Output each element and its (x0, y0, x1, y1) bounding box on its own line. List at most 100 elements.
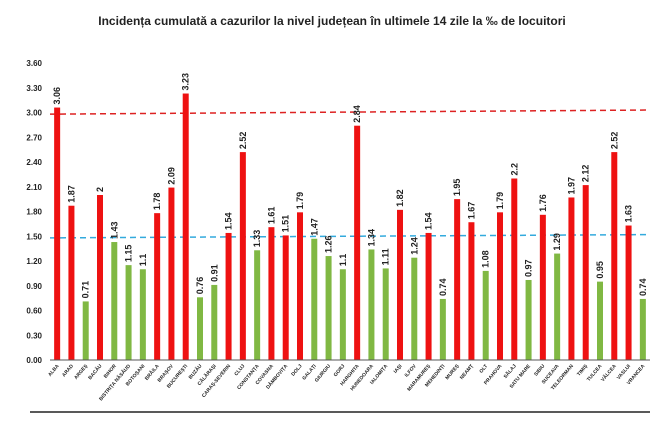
value-label: 1.33 (252, 230, 262, 248)
bar (311, 238, 318, 360)
reference-line (49, 233, 651, 239)
bar (568, 197, 575, 360)
value-label: 2.52 (238, 132, 248, 150)
bar (382, 268, 389, 360)
bar (139, 269, 146, 360)
bar (182, 93, 189, 361)
value-label: 1.78 (152, 193, 162, 211)
value-label: 0.95 (595, 261, 605, 279)
category-label: BACĂU (87, 362, 104, 381)
value-label: 1.34 (366, 229, 376, 247)
y-tick-label: 3.60 (26, 59, 42, 68)
y-tick-label: 0.90 (26, 282, 42, 291)
bar (468, 222, 475, 360)
bar (497, 212, 503, 360)
y-tick-label: 0.60 (26, 307, 42, 316)
y-tick-label: 1.80 (26, 208, 42, 217)
value-label: 0.71 (81, 281, 91, 299)
y-tick-label: 2.40 (26, 158, 42, 167)
category-label: TIMIȘ (576, 363, 590, 378)
value-label: 2.2 (509, 163, 519, 176)
bar (368, 249, 375, 360)
value-label: 1.26 (324, 236, 334, 254)
bar (154, 213, 161, 360)
bar (111, 242, 118, 360)
y-axis: 0.00 0.30 0.60 0.90 1.20 1.50 1.80 2.10 2.40 2.70… (26, 59, 42, 365)
bar (254, 250, 261, 360)
value-label: 2 (95, 187, 105, 192)
value-label: 3.06 (52, 87, 62, 105)
bar (425, 232, 432, 360)
value-label: 1.43 (109, 221, 119, 239)
bar (597, 281, 603, 360)
category-label: NEAMȚ (459, 363, 475, 380)
bar (411, 257, 418, 360)
bar (611, 152, 618, 360)
y-tick-label: 3.30 (26, 84, 42, 93)
value-labels: 3.06 1.87 0.71 2 1.43 1.15 1.1 1.78 2.09 3.23 0.76… (52, 73, 648, 298)
bar (282, 235, 289, 360)
y-tick-label: 1.50 (26, 232, 42, 241)
y-tick-label: 2.70 (26, 133, 42, 142)
value-label: 1.24 (409, 237, 419, 255)
value-label: 1.79 (495, 192, 505, 210)
value-label: 1.08 (481, 250, 491, 268)
category-label: DOLJ (290, 363, 303, 377)
value-label: 1.97 (566, 177, 576, 195)
value-label: 2.09 (166, 167, 176, 185)
bar (525, 279, 532, 360)
category-label: SIBIU (533, 363, 546, 377)
bar (125, 265, 132, 360)
value-label: 0.97 (524, 259, 534, 277)
bar (168, 187, 175, 360)
bar (225, 232, 232, 360)
value-label: 1.51 (281, 215, 291, 233)
reference-line (49, 109, 651, 115)
y-tick-label: 3.00 (26, 109, 42, 118)
bar (511, 178, 518, 360)
bar (482, 270, 489, 360)
bar (197, 297, 203, 360)
bar (82, 301, 89, 360)
bar (211, 284, 218, 360)
value-label: 1.54 (224, 212, 234, 230)
value-label: 1.87 (66, 185, 76, 203)
value-label: 1.15 (124, 245, 134, 263)
category-label: CLUJ (233, 363, 246, 377)
value-label: 1.82 (395, 189, 405, 207)
category-label: OLT (478, 363, 489, 374)
y-tick-label: 1.20 (26, 257, 42, 266)
value-label: 1.61 (266, 207, 276, 225)
value-label: 2.52 (609, 132, 619, 150)
bar (268, 227, 275, 360)
value-label: 0.91 (209, 264, 219, 282)
value-label: 2.84 (352, 105, 362, 123)
bar (397, 209, 403, 360)
y-tick-label: 2.10 (26, 183, 42, 192)
bar (354, 125, 361, 360)
category-label: VÂLCEA (599, 362, 618, 383)
category-label: MUREȘ (444, 363, 461, 381)
bar (439, 298, 446, 360)
value-label: 1.79 (295, 192, 305, 210)
reference-lines (49, 109, 651, 239)
value-label: 1.67 (466, 202, 476, 220)
bar (68, 205, 75, 360)
y-tick-label: 0.30 (26, 331, 42, 340)
category-label: IAȘI (393, 363, 404, 375)
bar (97, 195, 103, 360)
value-label: 0.74 (638, 278, 648, 296)
value-label: 3.23 (181, 73, 191, 91)
value-label: 0.74 (438, 278, 448, 296)
y-tick-label: 0.00 (26, 356, 42, 365)
bar (297, 212, 303, 360)
value-label: 1.11 (381, 248, 391, 265)
value-label: 2.12 (581, 165, 591, 183)
bar (454, 199, 461, 360)
value-label: 1.95 (452, 179, 462, 197)
bar (339, 269, 346, 360)
value-label: 1.76 (538, 194, 548, 212)
